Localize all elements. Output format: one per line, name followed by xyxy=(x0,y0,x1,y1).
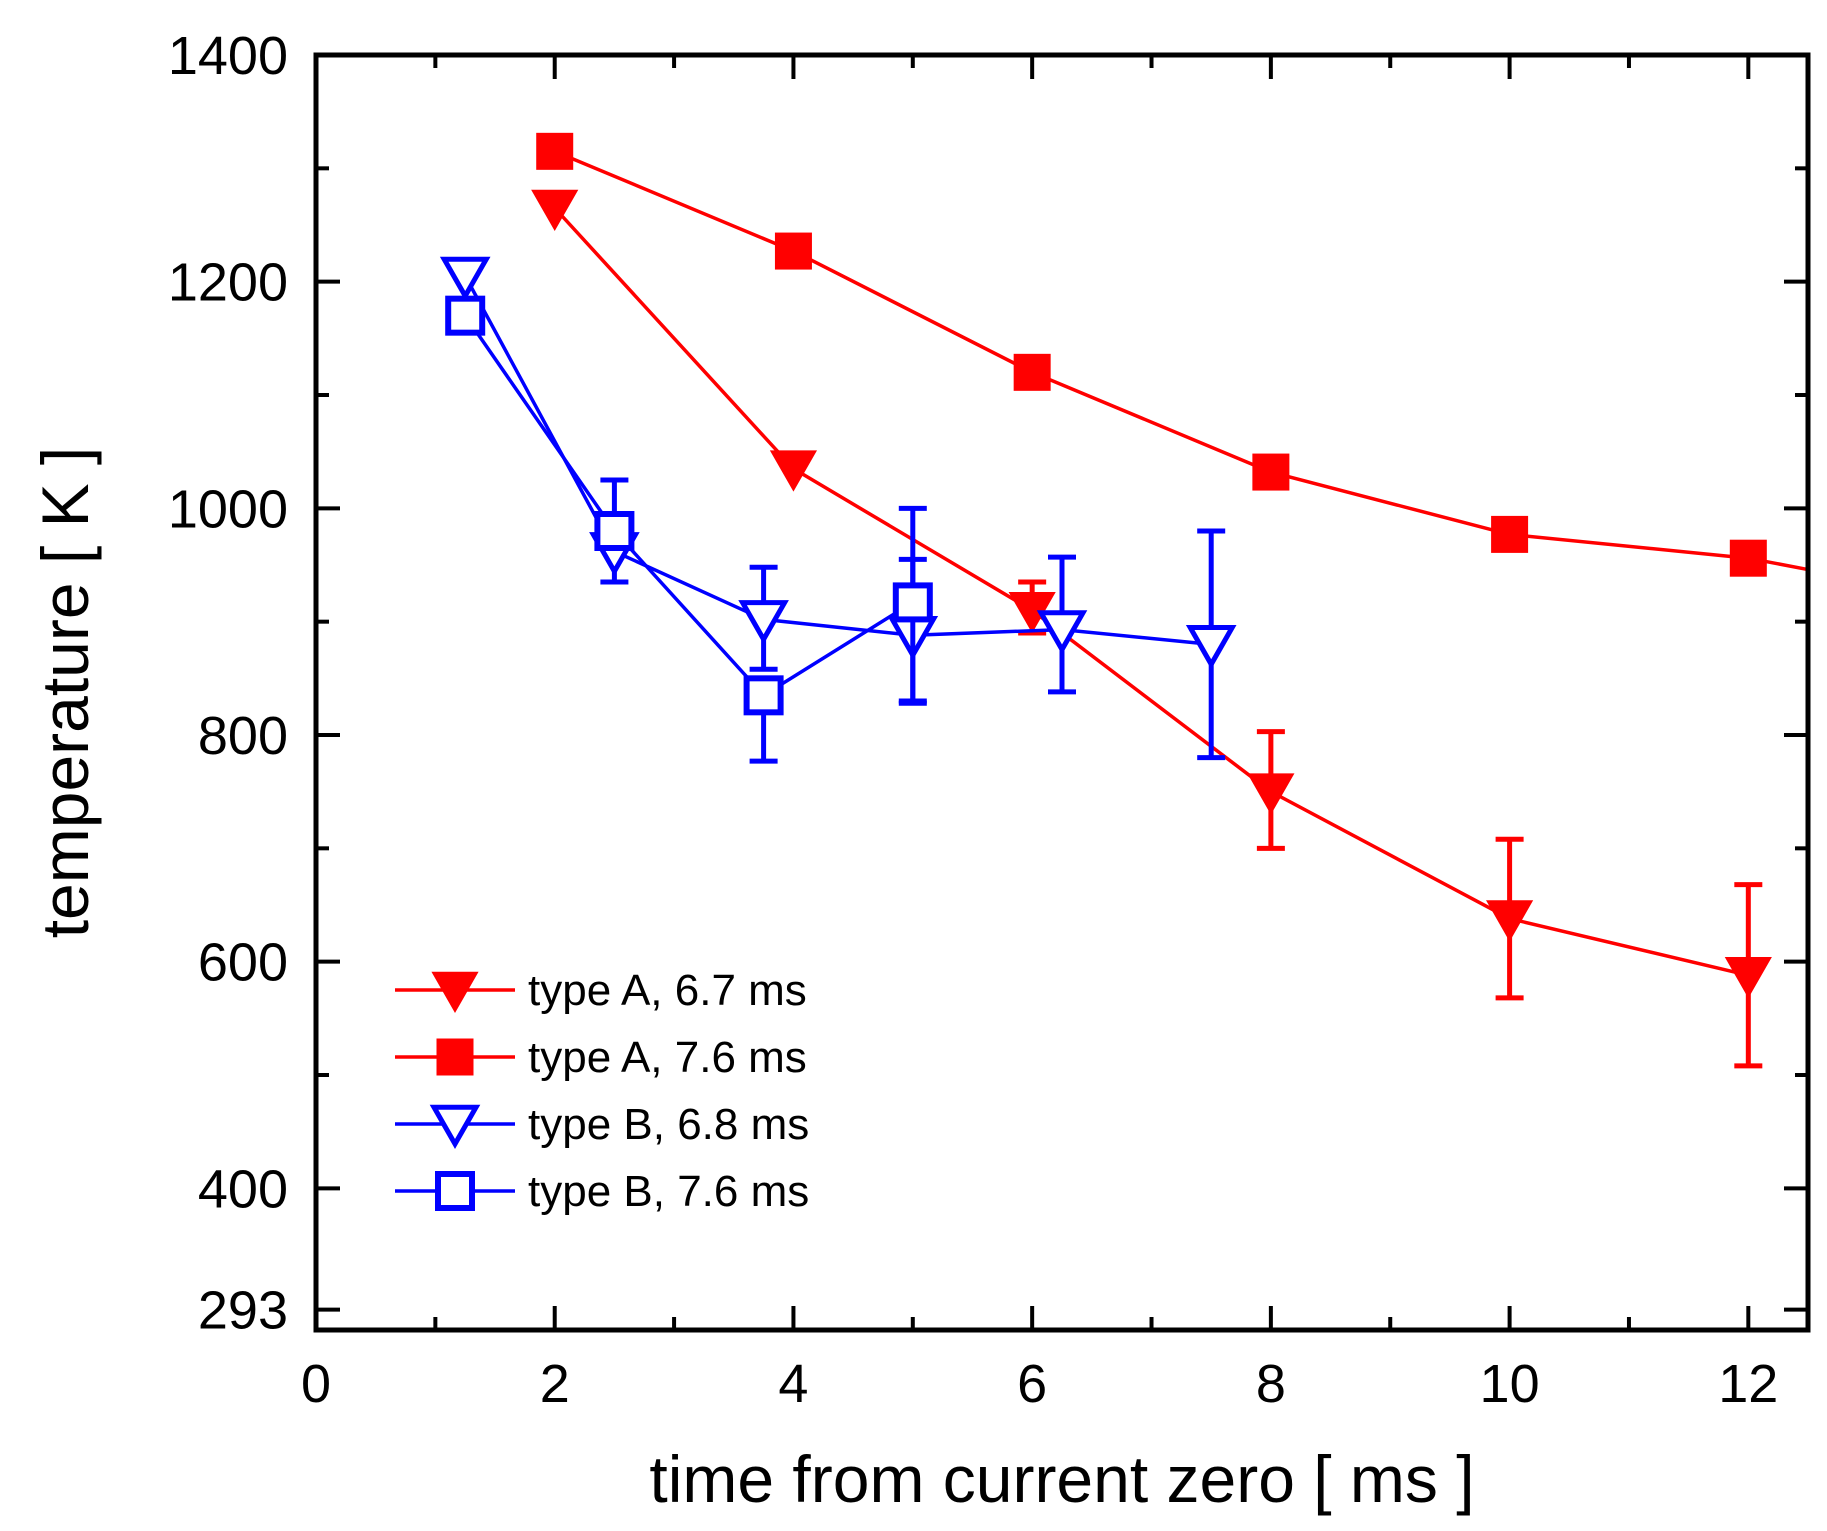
y-tick-label: 400 xyxy=(198,1159,288,1219)
series-2 xyxy=(536,132,1809,577)
data-point xyxy=(738,600,789,645)
data-point xyxy=(1491,515,1529,553)
data-point xyxy=(1036,610,1088,655)
x-tick-label: 6 xyxy=(1017,1354,1047,1414)
series-line xyxy=(463,275,1212,647)
data-point xyxy=(536,132,574,170)
data-point xyxy=(1252,453,1290,491)
data-point xyxy=(1247,773,1295,815)
data-point xyxy=(445,295,486,336)
tick-labels: 0 2 4 6 8 10 12 293 400 600 800 1000 1200 1400 xyxy=(168,26,1778,1414)
plot-frame xyxy=(313,52,1811,1333)
legend-marker xyxy=(436,1038,474,1076)
legend-label: type B, 7.6 ms xyxy=(528,1167,809,1216)
x-tick-label: 10 xyxy=(1480,1354,1540,1414)
series-3 xyxy=(439,256,1237,761)
legend-item-3: type B, 6.8 ms xyxy=(395,1100,809,1149)
data-point xyxy=(594,511,635,551)
series-line xyxy=(554,149,1809,572)
legend-marker xyxy=(431,971,479,1013)
data-point xyxy=(439,256,491,301)
data-point xyxy=(1013,353,1051,391)
data-point xyxy=(769,450,818,492)
x-tick-label: 2 xyxy=(540,1354,570,1414)
data-point xyxy=(743,675,784,716)
y-tick-label: 600 xyxy=(198,933,288,993)
y-axis-title: temperature [ K ] xyxy=(28,447,102,939)
legend-item-4: type B, 7.6 ms xyxy=(395,1167,809,1216)
legend: type A, 6.7 ms type A, 7.6 ms type B, 6.8 … xyxy=(395,966,809,1216)
plot-series xyxy=(439,132,1809,1069)
series-4 xyxy=(445,295,933,764)
y-tick-label: 800 xyxy=(198,706,288,766)
x-axis-title: time from current zero [ ms ] xyxy=(649,1442,1474,1516)
y-tick-label: 1000 xyxy=(168,479,288,539)
data-point xyxy=(1724,956,1772,999)
y-tick-label: 1200 xyxy=(168,253,288,313)
data-point xyxy=(892,582,933,623)
legend-marker xyxy=(435,1171,475,1211)
data-point xyxy=(1729,539,1767,577)
legend-label: type A, 6.7 ms xyxy=(528,966,807,1015)
y-tick-label: 1400 xyxy=(168,26,288,86)
y-tick-label: 293 xyxy=(198,1281,288,1341)
data-point xyxy=(531,189,579,231)
series-1 xyxy=(531,189,1772,1069)
legend-item-1: type A, 6.7 ms xyxy=(395,966,807,1015)
x-tick-label: 4 xyxy=(778,1354,808,1414)
legend-label: type A, 7.6 ms xyxy=(528,1033,807,1082)
legend-marker xyxy=(429,1104,481,1149)
data-point xyxy=(774,232,812,270)
series-line xyxy=(553,206,1749,977)
x-tick-label: 0 xyxy=(301,1354,331,1414)
x-tick-label: 8 xyxy=(1256,1354,1286,1414)
data-point xyxy=(1486,900,1534,942)
legend-item-2: type A, 7.6 ms xyxy=(395,1033,807,1082)
data-point xyxy=(1185,625,1237,670)
x-tick-label: 12 xyxy=(1718,1354,1778,1414)
series-line xyxy=(463,314,914,698)
legend-label: type B, 6.8 ms xyxy=(528,1100,809,1149)
